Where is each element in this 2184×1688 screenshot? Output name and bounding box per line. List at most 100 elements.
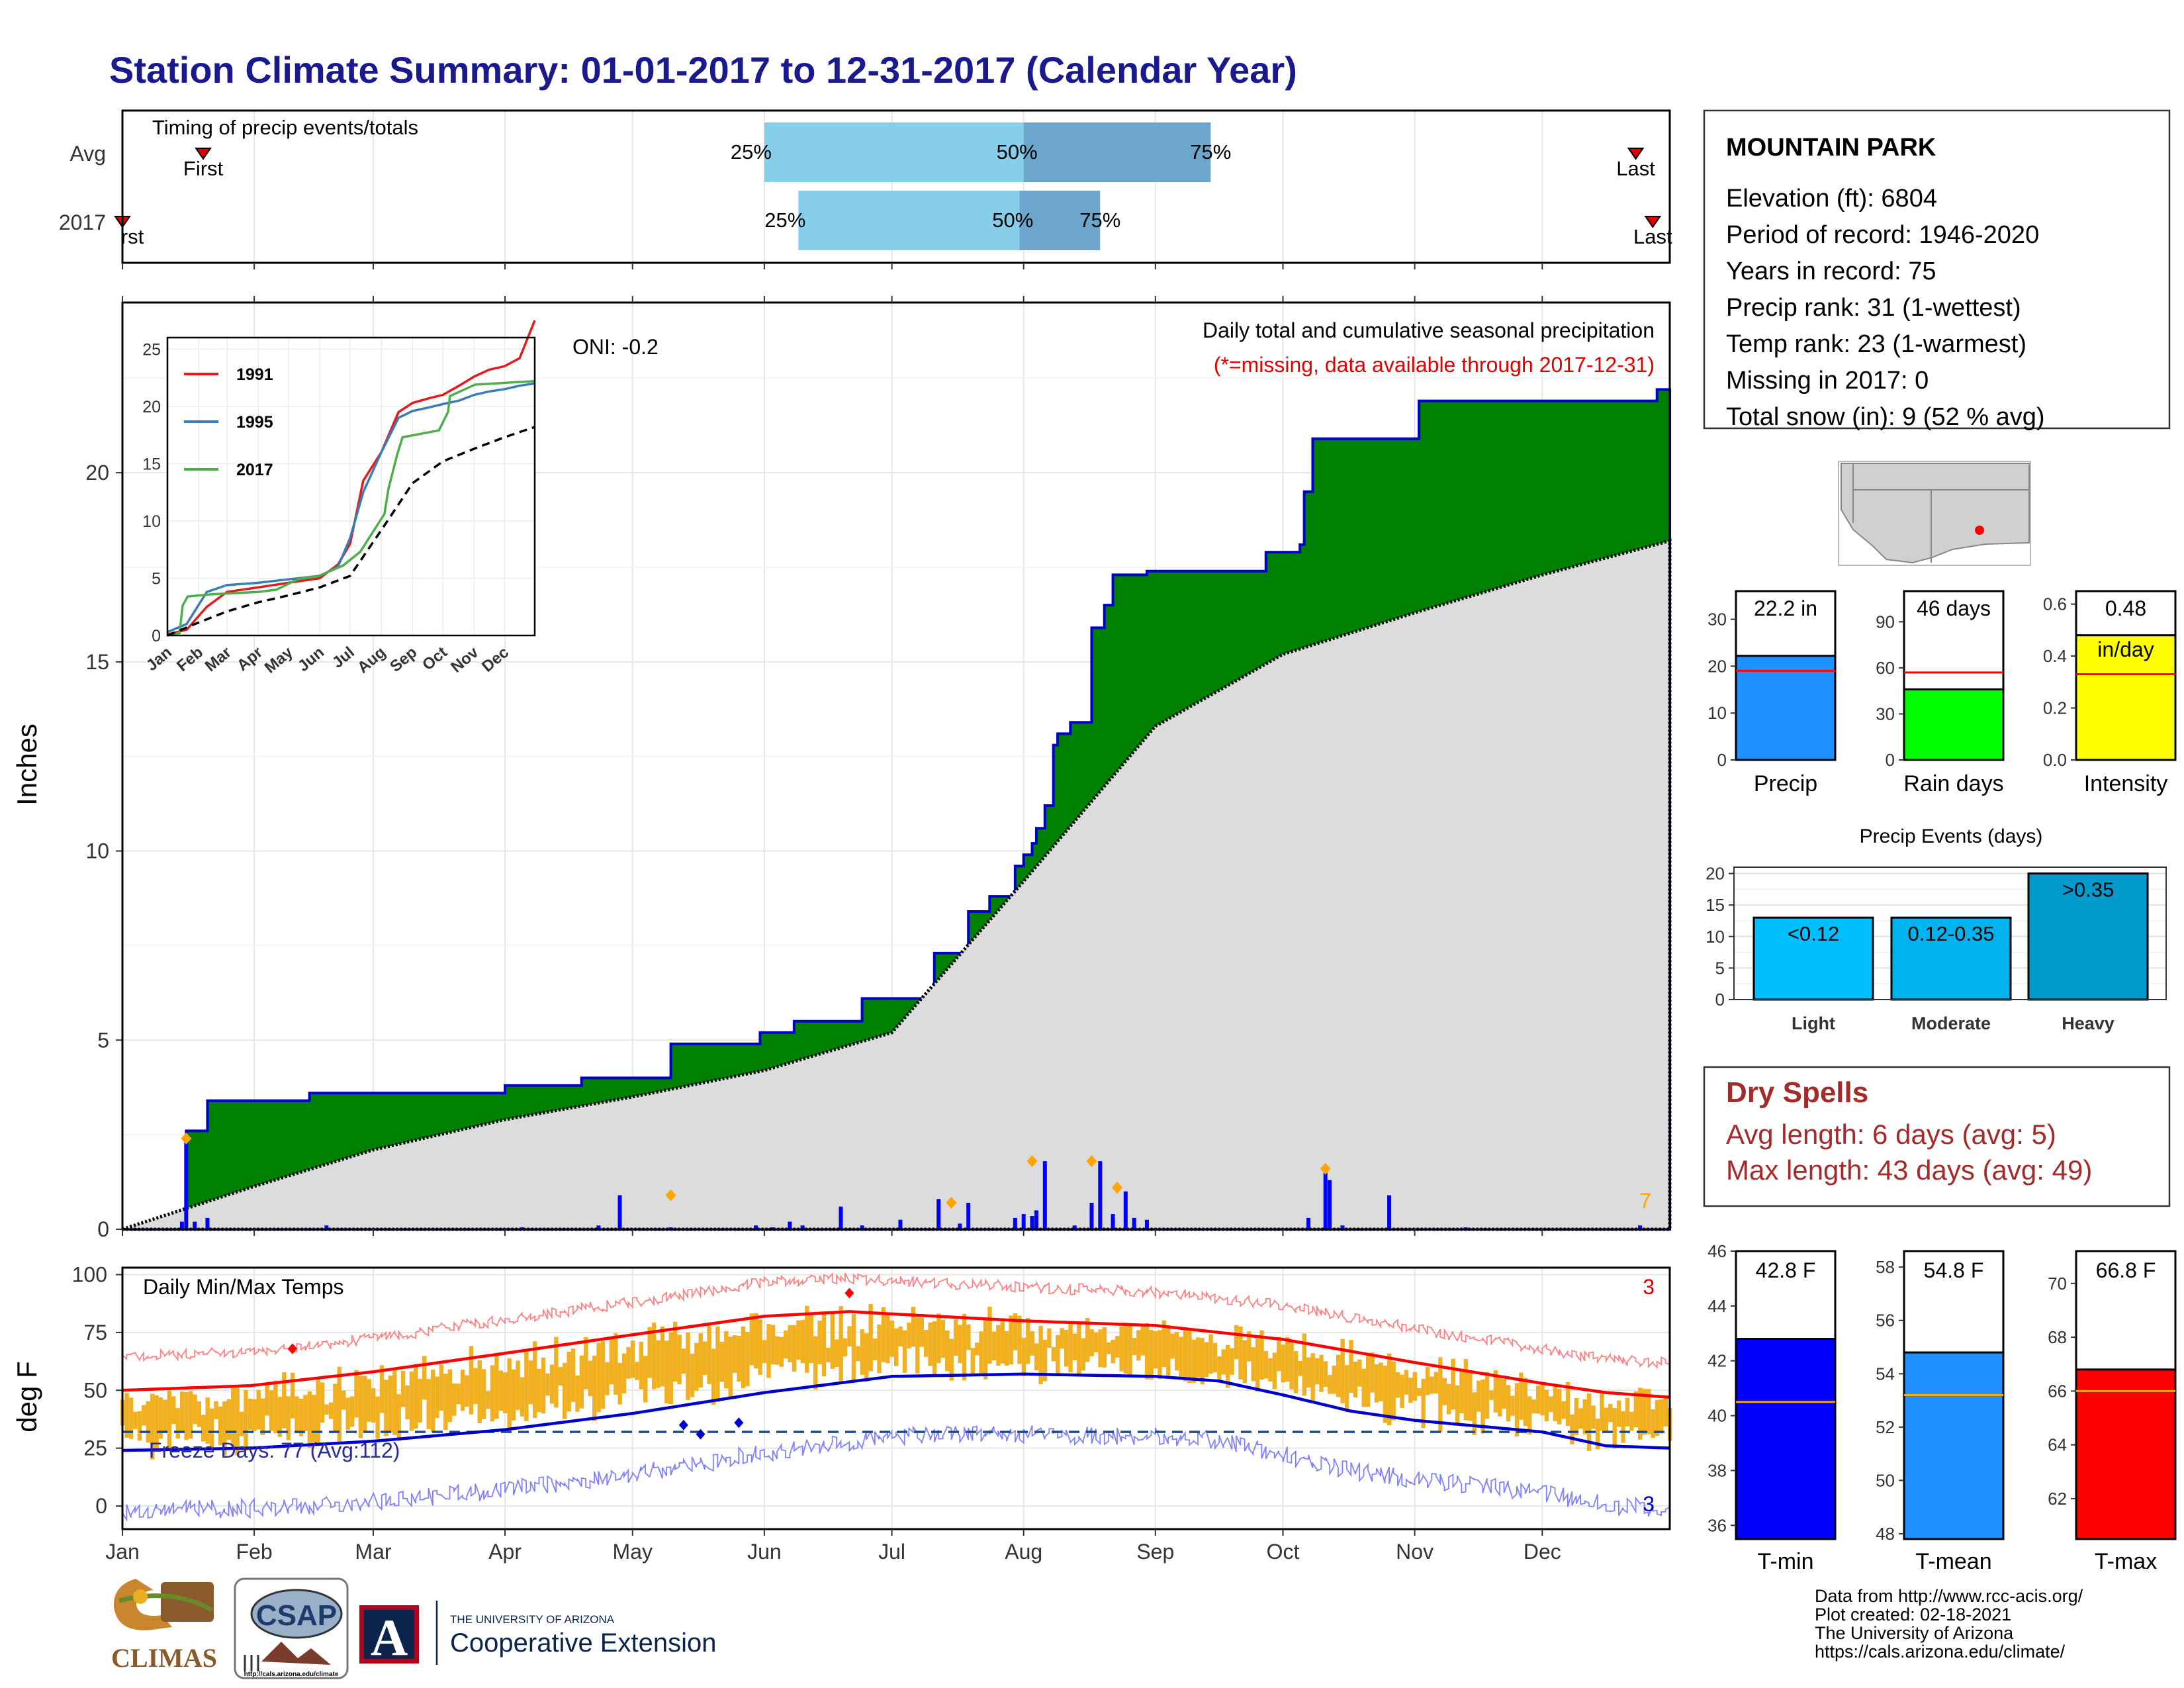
csap-logo: CSAP http://cals.arizona.edu/climate bbox=[234, 1577, 349, 1679]
daily-temp-bar bbox=[796, 1320, 801, 1360]
daily-temp-bar bbox=[490, 1365, 495, 1422]
daily-temp-bar bbox=[405, 1385, 410, 1420]
daily-temp-bar bbox=[1544, 1389, 1549, 1422]
month-label: Jul bbox=[878, 1540, 905, 1564]
temp-ytick-label: 100 bbox=[72, 1262, 107, 1286]
daily-temp-bar bbox=[1565, 1382, 1570, 1427]
daily-temp-bar bbox=[1600, 1392, 1604, 1431]
daily-temp-bar bbox=[422, 1356, 427, 1400]
daily-temp-bar bbox=[579, 1355, 584, 1409]
daily-temp-bar bbox=[749, 1313, 754, 1366]
daily-temp-bar bbox=[435, 1376, 439, 1419]
footer-logos: CLIMAS CSAP http://cals.arizona.edu/clim… bbox=[111, 1577, 2083, 1679]
daily-precip-bar bbox=[1340, 1225, 1345, 1229]
daily-temp-bar bbox=[958, 1325, 962, 1364]
daily-temp-bar bbox=[142, 1405, 146, 1426]
avg-tmin-line bbox=[122, 1372, 1670, 1452]
svg-text:CSAP: CSAP bbox=[256, 1599, 337, 1632]
daily-precip-bar bbox=[1132, 1217, 1136, 1229]
daily-temp-bar bbox=[273, 1380, 278, 1434]
station-name: MOUNTAIN PARK bbox=[1726, 134, 1936, 162]
daily-temp-bar bbox=[1574, 1397, 1579, 1436]
daily-temp-bar bbox=[1328, 1375, 1332, 1394]
daily-temp-bar bbox=[953, 1319, 958, 1356]
daily-temp-bar bbox=[1591, 1405, 1596, 1429]
precip-event-bar bbox=[2027, 872, 2149, 1001]
daily-temp-bar bbox=[1353, 1361, 1358, 1397]
events-tick-label: 15 bbox=[1706, 895, 1725, 915]
daily-temp-bar bbox=[1595, 1419, 1600, 1450]
daily-temp-bar bbox=[800, 1319, 805, 1364]
timing-row-avg-label: Avg bbox=[69, 142, 106, 165]
daily-temp-bar bbox=[1298, 1360, 1302, 1376]
notable-precip-marker bbox=[1320, 1162, 1331, 1175]
daily-temp-bar bbox=[1285, 1337, 1290, 1382]
daily-temp-bar bbox=[677, 1335, 682, 1385]
daily-temp-bar bbox=[936, 1313, 941, 1364]
inset-legend-label: 1991 bbox=[236, 365, 273, 384]
daily-temp-bar bbox=[928, 1322, 933, 1366]
tmax-tick-label: 66 bbox=[2048, 1381, 2067, 1401]
first-event-marker bbox=[195, 148, 212, 160]
credit-line: Data from http://www.rcc-acis.org/ bbox=[1815, 1586, 2083, 1606]
daily-temp-bar bbox=[1281, 1344, 1285, 1383]
daily-temp-bar bbox=[856, 1346, 860, 1362]
daily-temp-bar bbox=[1093, 1332, 1099, 1352]
daily-temp-bar bbox=[1068, 1323, 1073, 1373]
daily-temp-bar bbox=[197, 1401, 202, 1427]
ua-name: THE UNIVERSITY OF ARIZONA bbox=[450, 1613, 615, 1626]
precip-event-category: Moderate bbox=[1911, 1013, 1991, 1033]
daily-temp-bar bbox=[460, 1370, 465, 1411]
daily-temp-bar bbox=[1433, 1372, 1439, 1394]
month-label: Oct bbox=[1267, 1540, 1300, 1564]
daily-temp-bar bbox=[1523, 1378, 1528, 1426]
station-info-line: Period of record: 1946-2020 bbox=[1726, 221, 2039, 249]
daily-temp-bar bbox=[570, 1348, 576, 1402]
daily-temp-bar bbox=[784, 1330, 788, 1359]
daily-temp-bar bbox=[146, 1401, 150, 1443]
daily-temp-bar bbox=[592, 1355, 597, 1422]
station-info-line: Elevation (ft): 6804 bbox=[1726, 185, 1937, 212]
missing-note: (*=missing, data available through 2017-… bbox=[1214, 353, 1655, 377]
daily-precip-bar bbox=[193, 1221, 197, 1229]
timing-bar-25-50 bbox=[798, 191, 1020, 250]
daily-temp-bar bbox=[511, 1369, 516, 1421]
rain-days-tick-label: 60 bbox=[1876, 658, 1895, 678]
svg-text:CLIMAS: CLIMAS bbox=[111, 1643, 217, 1673]
daily-temp-bar bbox=[673, 1321, 678, 1382]
timing-label-75: 75% bbox=[1190, 140, 1231, 164]
daily-temp-bar bbox=[1510, 1395, 1515, 1416]
daily-temp-bar bbox=[1128, 1323, 1132, 1378]
daily-temp-bar bbox=[567, 1351, 571, 1412]
daily-temp-bar bbox=[269, 1390, 274, 1431]
daily-temp-bar bbox=[1357, 1359, 1362, 1387]
daily-temp-bar bbox=[919, 1317, 924, 1347]
daily-temp-bar bbox=[1238, 1327, 1243, 1380]
daily-temp-bar bbox=[231, 1386, 236, 1450]
record-low-marker bbox=[678, 1419, 688, 1430]
daily-temp-bar bbox=[384, 1380, 388, 1436]
timing-label-25: 25% bbox=[764, 209, 805, 232]
daily-temp-bar bbox=[277, 1397, 283, 1437]
daily-temp-bar bbox=[1370, 1352, 1375, 1393]
daily-temp-bar bbox=[1323, 1361, 1328, 1387]
daily-temp-bar bbox=[349, 1396, 355, 1427]
last-event-label: Last bbox=[1616, 157, 1655, 180]
daily-temp-bar bbox=[851, 1314, 856, 1383]
daily-temp-bar bbox=[651, 1323, 657, 1389]
daily-temp-bar bbox=[226, 1399, 231, 1440]
daily-temp-bar bbox=[1314, 1358, 1320, 1385]
precip-ylabel: Inches bbox=[11, 724, 42, 806]
month-label: May bbox=[613, 1540, 653, 1564]
tmin-label: T-min bbox=[1758, 1549, 1814, 1574]
daily-temp-bar bbox=[481, 1369, 486, 1419]
daily-temp-bar bbox=[898, 1326, 903, 1347]
svg-text:http://cals.arizona.edu/climat: http://cals.arizona.edu/climate bbox=[244, 1671, 339, 1678]
daily-temp-bar bbox=[1247, 1331, 1251, 1362]
daily-temp-bar bbox=[1060, 1328, 1064, 1349]
daily-temp-bar bbox=[1642, 1389, 1647, 1435]
daily-temp-bar bbox=[1217, 1356, 1222, 1380]
daily-temp-bar bbox=[1400, 1374, 1404, 1408]
